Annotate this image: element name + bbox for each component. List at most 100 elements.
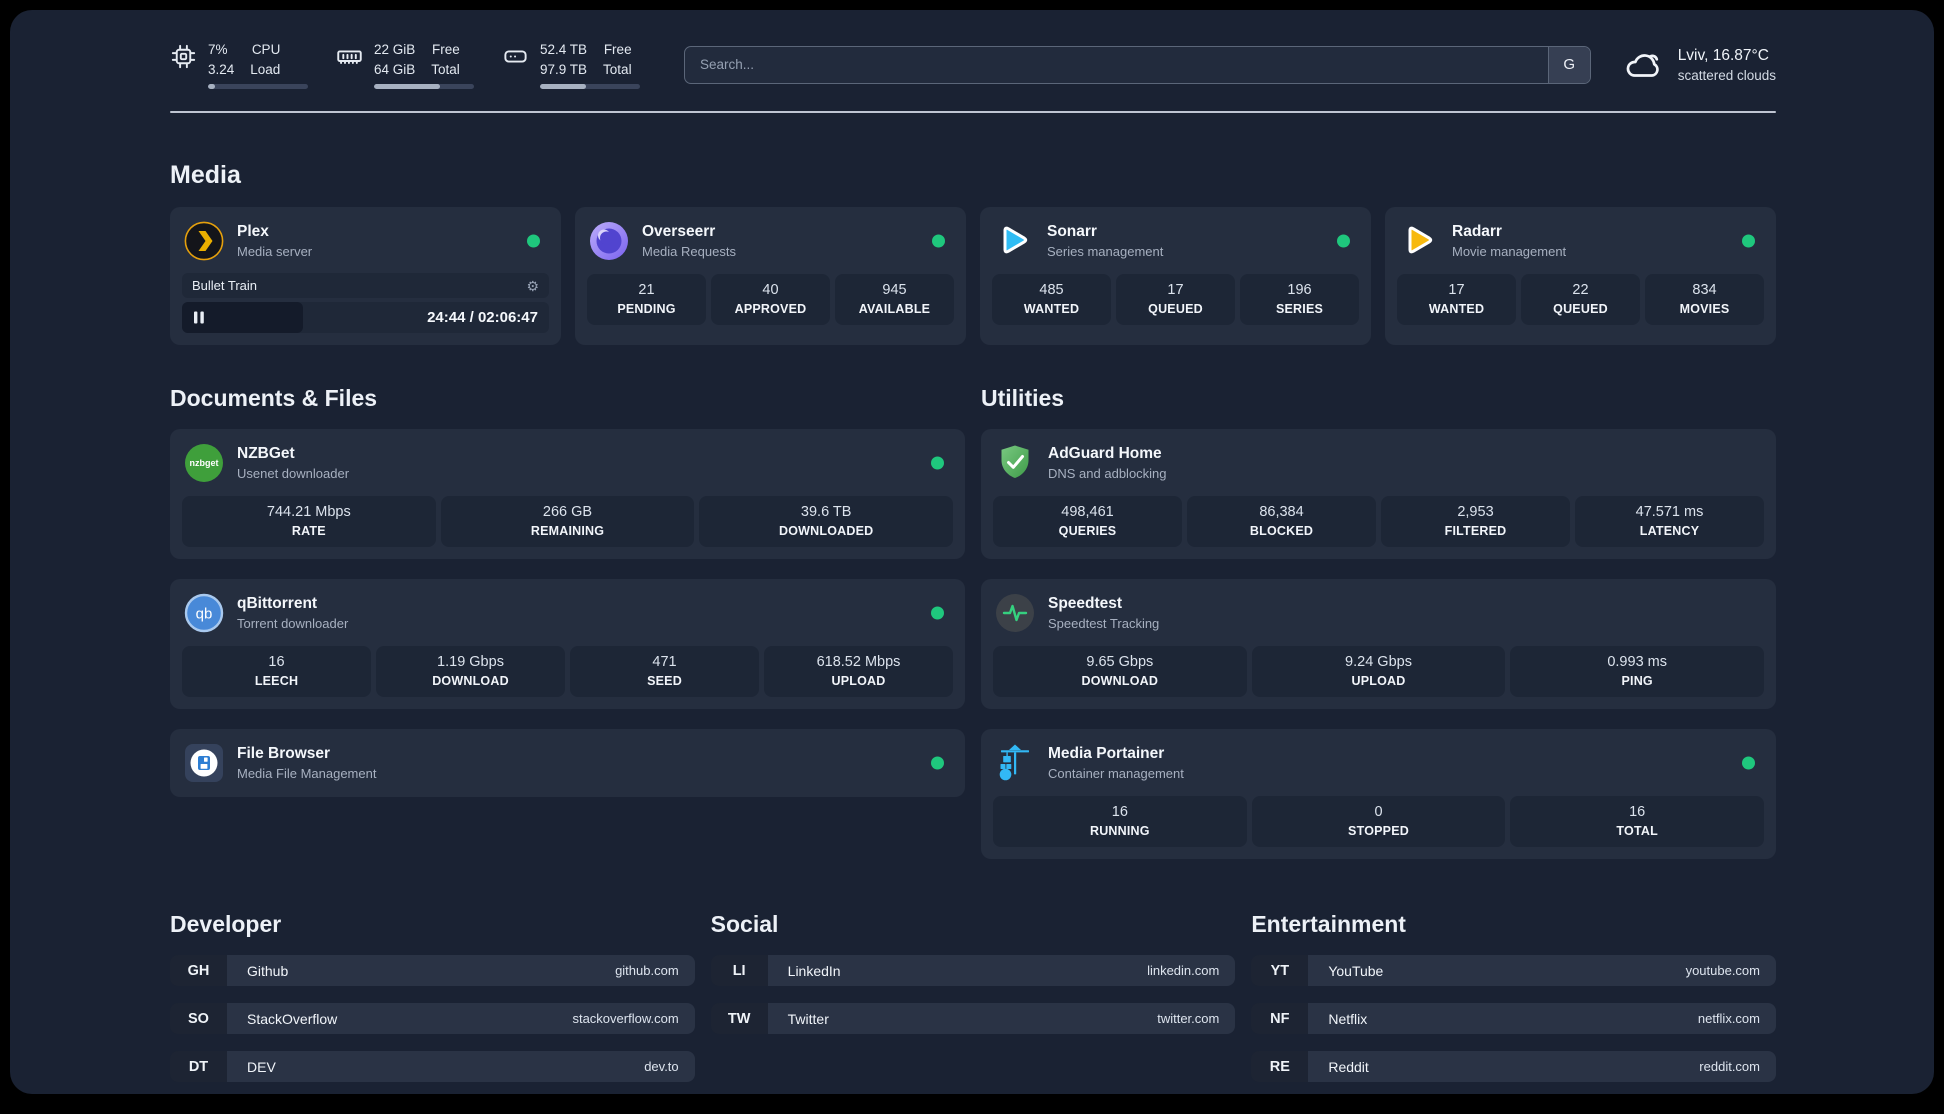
link-stackoverflow[interactable]: SO StackOverflow stackoverflow.com bbox=[170, 1003, 695, 1035]
developer-column: Developer GH Github github.com SO StackO… bbox=[170, 911, 695, 1099]
app-card-qbittorrent[interactable]: qb qBittorrent Torrent downloader 16 LEEC… bbox=[170, 579, 965, 710]
app-subtitle: Container management bbox=[1048, 766, 1184, 782]
app-subtitle: Movie management bbox=[1452, 244, 1567, 260]
link-name: StackOverflow bbox=[247, 1010, 338, 1027]
link-name: Twitter bbox=[787, 1010, 829, 1027]
nzbget-icon: nzbget bbox=[184, 443, 224, 483]
app-card-sonarr[interactable]: Sonarr Series management 485 WANTED 17 QUE… bbox=[980, 207, 1371, 346]
link-url: linkedin.com bbox=[1147, 963, 1220, 979]
disk-total-value: 97.9 TB bbox=[540, 61, 588, 77]
section-heading-utilities: Utilities bbox=[981, 385, 1065, 412]
link-tag: DT bbox=[170, 1051, 227, 1083]
link-linkedin[interactable]: LI LinkedIn linkedin.com bbox=[710, 955, 1236, 987]
stat-box: 834 MOVIES bbox=[1645, 274, 1764, 326]
app-title: AdGuard Home bbox=[1048, 445, 1162, 463]
adguard-icon bbox=[995, 443, 1035, 483]
stat-box: 17 WANTED bbox=[1397, 274, 1516, 326]
dashboard: 7% 3.24 CPU Load bbox=[10, 10, 1934, 1094]
section-heading-developer: Developer bbox=[170, 911, 282, 938]
cpu-load-value: 3.24 bbox=[208, 61, 235, 77]
app-subtitle: DNS and adblocking bbox=[1048, 466, 1167, 482]
utilities-column: Utilities bbox=[981, 385, 1776, 860]
app-title: qBittorrent bbox=[237, 595, 318, 613]
ram-total-value: 64 GiB bbox=[374, 61, 416, 77]
link-github[interactable]: GH Github github.com bbox=[170, 955, 695, 987]
overseerr-icon bbox=[589, 221, 629, 261]
plex-now-playing: Bullet Train ⚙ 24:44 / 02:06:47 bbox=[182, 273, 549, 334]
pause-button[interactable] bbox=[182, 302, 304, 334]
link-name: YouTube bbox=[1328, 962, 1384, 979]
disk-free-value: 52.4 TB bbox=[540, 42, 588, 57]
app-title: Plex bbox=[237, 223, 269, 241]
app-card-speedtest[interactable]: Speedtest Speedtest Tracking 9.65 Gbps DO… bbox=[981, 579, 1776, 710]
cloud-icon bbox=[1621, 47, 1665, 83]
section-heading-entertainment: Entertainment bbox=[1251, 911, 1406, 938]
app-title: Overseerr bbox=[642, 223, 716, 241]
top-bar: 7% 3.24 CPU Load bbox=[170, 40, 1776, 90]
app-card-overseerr[interactable]: Overseerr Media Requests 21 PENDING 40 APP… bbox=[575, 207, 966, 346]
status-dot bbox=[931, 756, 944, 770]
link-url: reddit.com bbox=[1699, 1059, 1760, 1075]
app-card-plex[interactable]: Plex Media server Bullet Train ⚙ 24:44 /… bbox=[170, 207, 561, 346]
stat-box: 39.6 TB DOWNLOADED bbox=[699, 496, 954, 548]
stat-box: 498,461 QUERIES bbox=[993, 496, 1182, 548]
link-twitter[interactable]: TW Twitter twitter.com bbox=[710, 1003, 1236, 1035]
weather-location-temp: Lviv, 16.87°C bbox=[1677, 46, 1769, 64]
disk-icon bbox=[502, 43, 529, 70]
ram-free-value: 22 GiB bbox=[374, 42, 416, 57]
app-title: Speedtest bbox=[1048, 595, 1123, 613]
link-tag: TW bbox=[710, 1003, 768, 1035]
stat-box: 17 QUEUED bbox=[1116, 274, 1235, 326]
link-youtube[interactable]: YT YouTube youtube.com bbox=[1251, 955, 1776, 987]
ram-icon bbox=[336, 43, 363, 70]
stat-box: 9.24 Gbps UPLOAD bbox=[1251, 646, 1506, 698]
app-subtitle: Torrent downloader bbox=[237, 616, 349, 632]
stat-box: 0.993 ms PING bbox=[1510, 646, 1765, 698]
link-reddit[interactable]: RE Reddit reddit.com bbox=[1251, 1051, 1776, 1083]
cpu-progress-bar bbox=[208, 84, 308, 90]
app-title: NZBGet bbox=[237, 445, 295, 463]
stat-box: 2,953 FILTERED bbox=[1381, 496, 1570, 548]
app-card-filebrowser[interactable]: File Browser Media File Management bbox=[170, 729, 965, 798]
app-card-adguard[interactable]: AdGuard Home DNS and adblocking 498,461 Q… bbox=[981, 429, 1776, 560]
stat-box: 471 SEED bbox=[570, 646, 759, 698]
link-tag: YT bbox=[1251, 955, 1309, 987]
qbittorrent-icon: qb bbox=[184, 593, 224, 633]
app-title: Sonarr bbox=[1047, 223, 1097, 241]
ram-free-label: Free bbox=[432, 42, 460, 57]
search-input[interactable] bbox=[685, 46, 1548, 83]
cpu-stat: 7% 3.24 CPU Load bbox=[170, 40, 308, 90]
search-provider-button[interactable]: G bbox=[1547, 46, 1590, 83]
app-card-radarr[interactable]: Radarr Movie management 17 WANTED 22 QUEUE… bbox=[1385, 207, 1776, 346]
ram-progress-bar bbox=[374, 84, 474, 90]
ram-total-label: Total bbox=[431, 61, 460, 77]
plex-icon bbox=[184, 221, 224, 261]
app-subtitle: Usenet downloader bbox=[237, 466, 350, 482]
link-name: Reddit bbox=[1328, 1058, 1369, 1075]
app-card-portainer[interactable]: Media Portainer Container management 16 R… bbox=[981, 729, 1776, 860]
app-subtitle: Media File Management bbox=[237, 766, 377, 782]
app-card-nzbget[interactable]: nzbget NZBGet Usenet downloader 744.21 M… bbox=[170, 429, 965, 560]
link-netflix[interactable]: NF Netflix netflix.com bbox=[1251, 1003, 1776, 1035]
social-column: Social LI LinkedIn linkedin.com TW Twitt… bbox=[710, 911, 1236, 1099]
link-url: netflix.com bbox=[1697, 1011, 1760, 1027]
stat-box: 21 PENDING bbox=[587, 274, 706, 326]
disk-stat: 52.4 TB 97.9 TB Free Total bbox=[502, 40, 640, 90]
gear-icon[interactable]: ⚙ bbox=[526, 277, 539, 294]
stat-box: 618.52 Mbps UPLOAD bbox=[764, 646, 953, 698]
app-subtitle: Series management bbox=[1047, 244, 1164, 260]
cpu-load-label: Load bbox=[250, 61, 281, 77]
status-dot bbox=[932, 234, 945, 248]
link-dev[interactable]: DT DEV dev.to bbox=[170, 1051, 695, 1083]
status-dot bbox=[1337, 234, 1350, 248]
app-title: Radarr bbox=[1452, 223, 1502, 241]
link-name: LinkedIn bbox=[787, 962, 841, 979]
radarr-icon bbox=[1399, 221, 1439, 261]
stat-box: 196 SERIES bbox=[1240, 274, 1359, 326]
link-name: Netflix bbox=[1328, 1010, 1368, 1027]
playback-time: 24:44 / 02:06:47 bbox=[427, 309, 538, 327]
disk-total-label: Total bbox=[603, 61, 632, 77]
app-subtitle: Media server bbox=[237, 244, 313, 260]
sonarr-icon bbox=[994, 221, 1034, 261]
disk-progress-bar bbox=[540, 84, 640, 90]
